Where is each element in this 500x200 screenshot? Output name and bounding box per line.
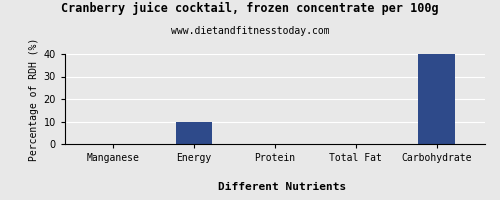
Text: www.dietandfitnesstoday.com: www.dietandfitnesstoday.com (170, 26, 330, 36)
Y-axis label: Percentage of RDH (%): Percentage of RDH (%) (30, 37, 40, 161)
Bar (418, 54, 454, 144)
Text: Different Nutrients: Different Nutrients (218, 182, 346, 192)
Text: Cranberry juice cocktail, frozen concentrate per 100g: Cranberry juice cocktail, frozen concent… (61, 2, 439, 15)
Bar (176, 121, 212, 144)
